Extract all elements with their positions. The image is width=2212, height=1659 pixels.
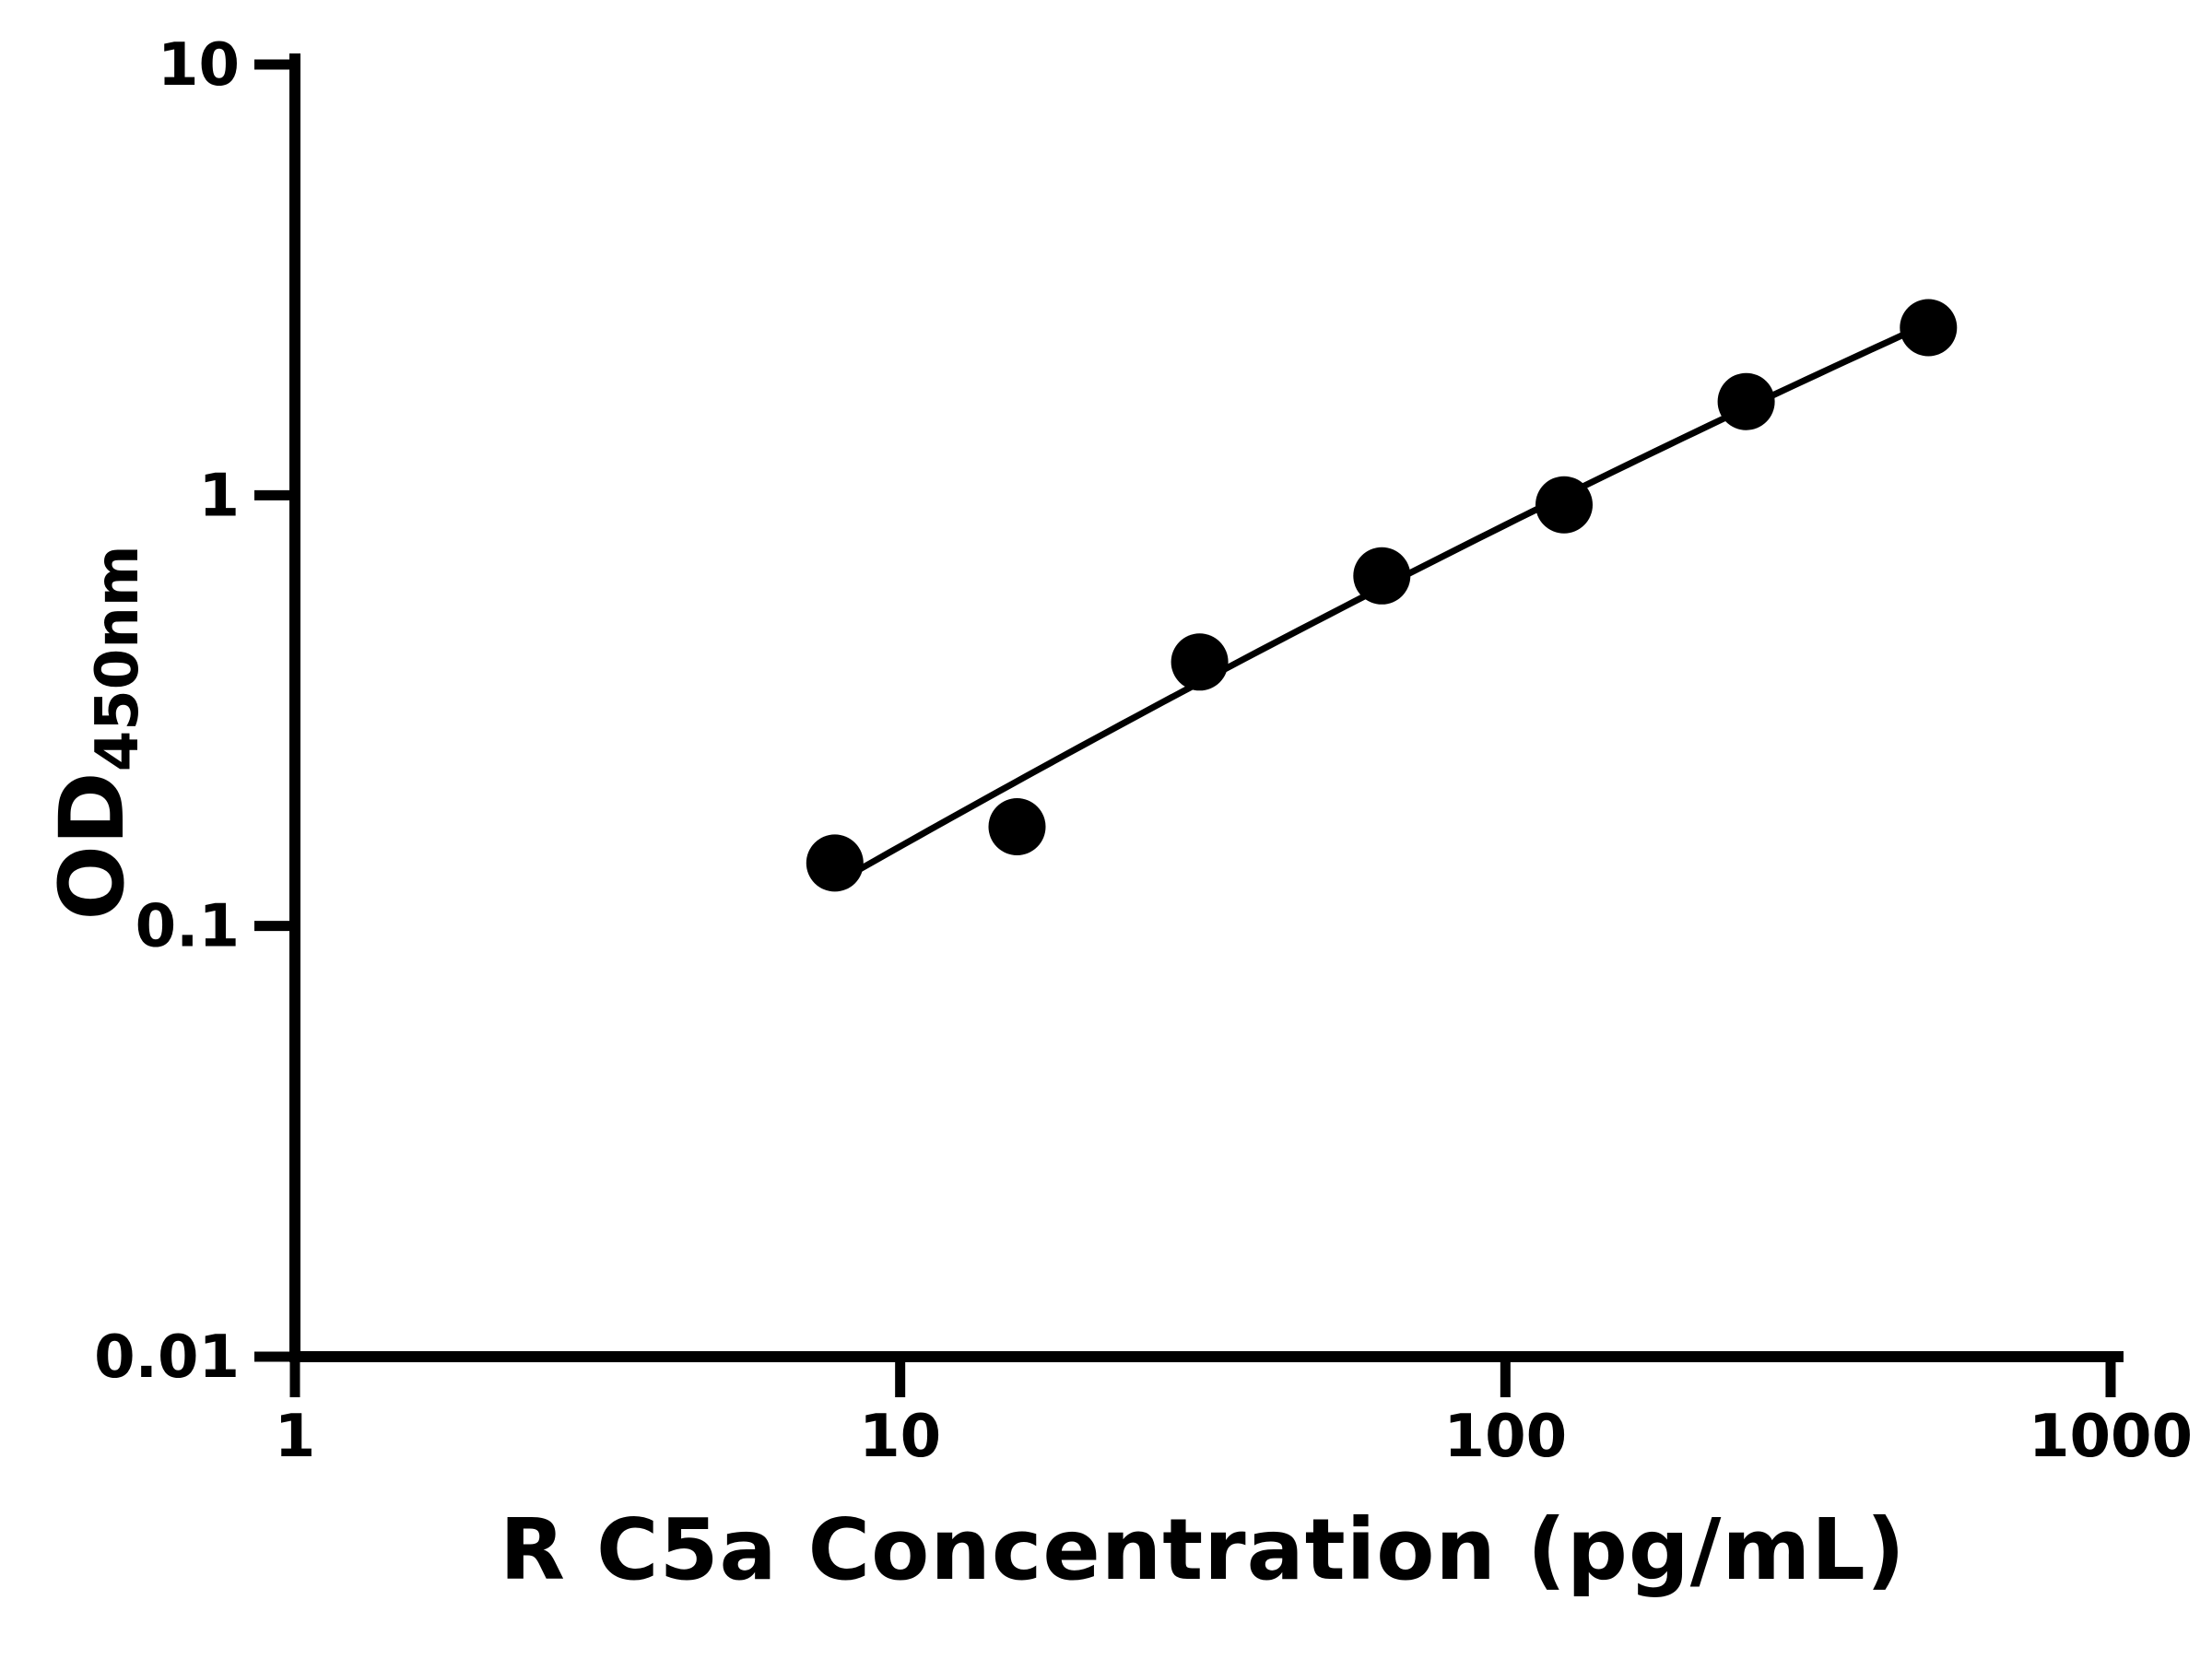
y-tick-label: 0.1 — [135, 893, 240, 961]
data-point — [1353, 547, 1411, 605]
data-point — [1900, 299, 1958, 357]
data-point — [988, 798, 1046, 855]
data-point — [1535, 476, 1593, 534]
y-axis-title-subscript: 450nm — [84, 545, 152, 772]
x-tick-label: 10 — [859, 1403, 941, 1471]
y-axis-title: OD450nm — [41, 545, 152, 921]
data-point — [1171, 633, 1229, 691]
y-tick-label: 0.01 — [94, 1324, 240, 1392]
x-tick-label: 100 — [1444, 1403, 1568, 1471]
x-axis-title: R C5a Concentration (pg/mL) — [500, 1500, 1906, 1599]
data-point — [806, 834, 864, 892]
x-tick-label: 1000 — [2029, 1403, 2193, 1471]
y-axis-title-main: OD — [41, 771, 144, 921]
x-tick-label: 1 — [275, 1403, 316, 1471]
y-tick-label: 10 — [158, 31, 240, 100]
data-point — [1717, 372, 1775, 430]
y-tick-label: 1 — [198, 462, 240, 530]
